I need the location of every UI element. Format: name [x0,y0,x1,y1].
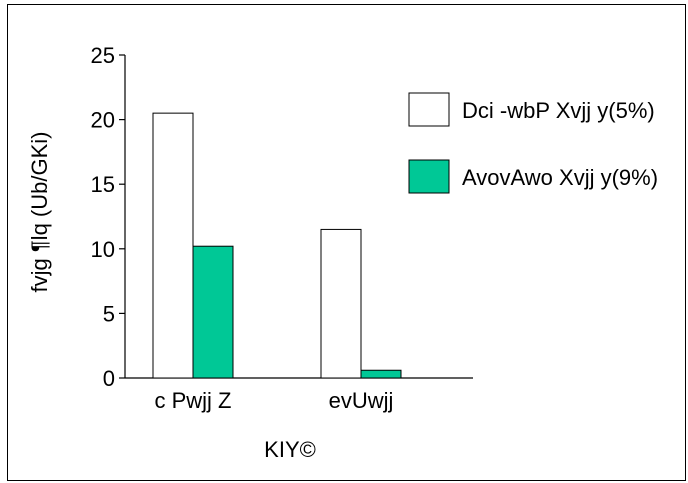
x-tick-labels: c Pwjj Z evUwjj [155,388,394,413]
legend-label-1: AvovAwo Xvjj y(9%) [462,165,658,190]
x-axis-label: KIY© [264,437,316,462]
bar-0-0 [152,112,194,379]
y-tick-label: 20 [91,108,115,133]
y-tick-labels: 0 5 10 15 20 25 [91,43,115,391]
bar-1-1 [360,369,402,379]
chart-bars [152,112,402,379]
bar-1-0 [320,228,362,379]
y-tick-label: 0 [103,366,115,391]
legend-label-0: Dci -wbP Xvjj y(5%) [462,98,655,123]
y-tick-label: 15 [91,172,115,197]
y-tick-label: 5 [103,301,115,326]
y-tick-label: 25 [91,43,115,68]
x-tick-label: c Pwjj Z [155,388,232,413]
y-axis-label: fvjg ¶lq (Ub/GKi) [27,132,52,293]
legend-swatch-0 [408,92,450,127]
legend-swatch-1 [408,159,450,194]
x-tick-label: evUwjj [329,388,394,413]
chart-legend: Dci -wbP Xvjj y(5%) AvovAwo Xvjj y(9%) [408,92,658,194]
bar-0-1 [192,245,234,379]
y-tick-label: 10 [91,237,115,262]
